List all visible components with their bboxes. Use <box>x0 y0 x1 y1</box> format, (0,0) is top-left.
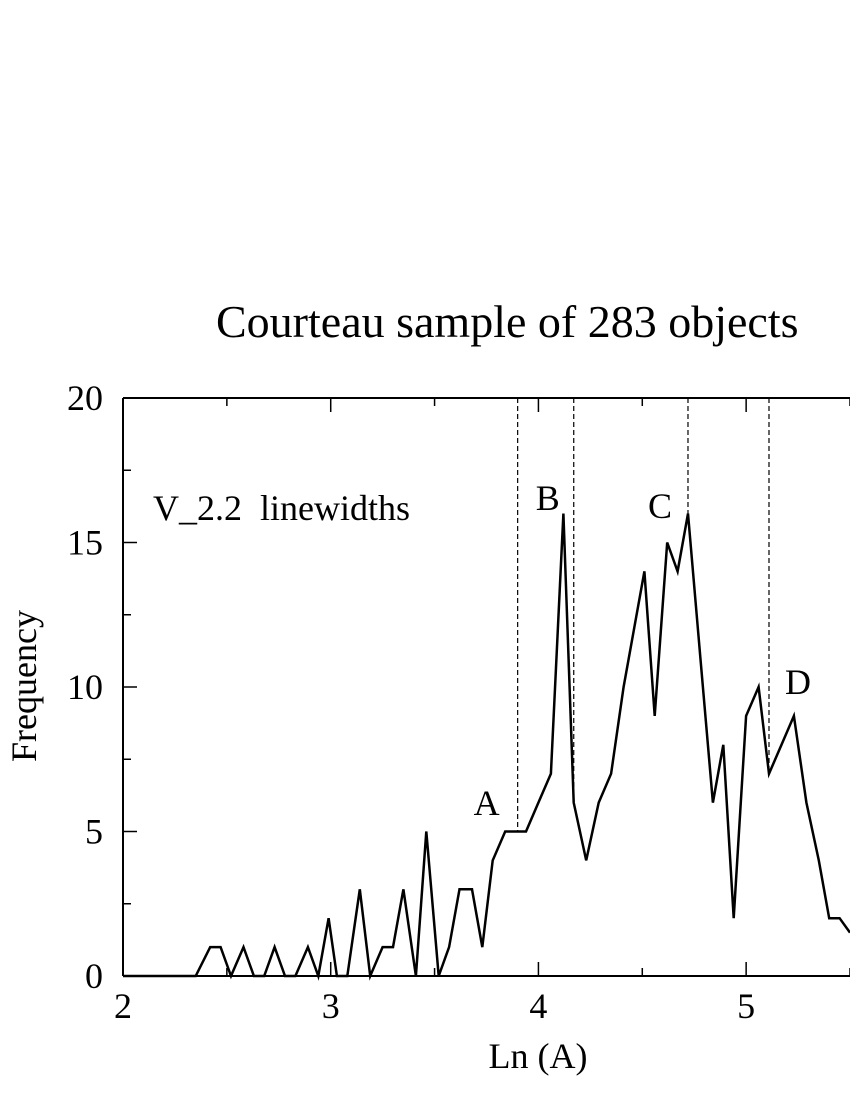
x-tick-label: 3 <box>322 986 340 1026</box>
y-tick-label: 15 <box>67 523 103 563</box>
marker-label-c: C <box>648 486 672 526</box>
chart-title: Courteau sample of 283 objects <box>216 296 799 347</box>
series-line-0 <box>123 513 850 981</box>
marker-label-b: B <box>536 478 560 518</box>
y-axis-label: Frequency <box>4 610 44 762</box>
x-tick-label: 5 <box>737 986 755 1026</box>
x-tick-label: 4 <box>529 986 547 1026</box>
y-tick-label: 10 <box>67 667 103 707</box>
linewidth-annotation: V_2.2 linewidths <box>153 488 410 528</box>
x-tick-label: 2 <box>114 986 132 1026</box>
x-axis-label: Ln (A) <box>489 1036 588 1076</box>
marker-label-d: D <box>785 662 811 702</box>
axis-ticks: 2 3 4 5 0 5 10 15 20 <box>67 378 850 1026</box>
y-tick-label: 5 <box>85 812 103 852</box>
y-tick-label: 20 <box>67 378 103 418</box>
reference-markers: A B C D <box>474 398 811 832</box>
series-group <box>123 513 850 981</box>
y-tick-label: 0 <box>85 956 103 996</box>
marker-label-a: A <box>474 783 500 823</box>
plot-frame <box>122 397 850 977</box>
